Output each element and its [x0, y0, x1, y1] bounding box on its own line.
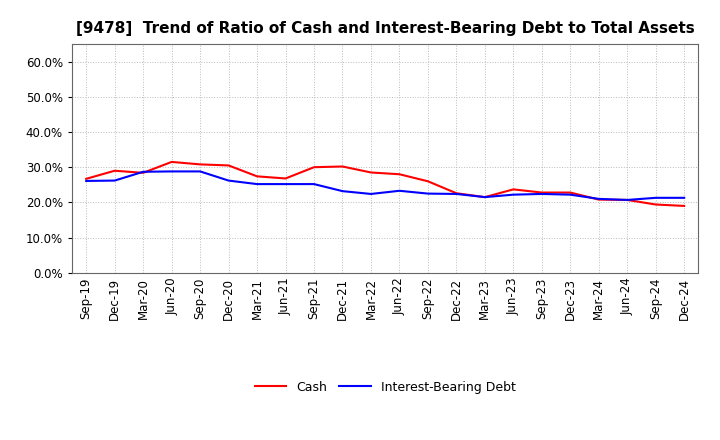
- Cash: [338, 164, 347, 169]
- Cash: [623, 197, 631, 202]
- Interest-Bearing Debt: [680, 195, 688, 201]
- Cash: [167, 159, 176, 165]
- Cash: [366, 170, 375, 175]
- Interest-Bearing Debt: [595, 196, 603, 202]
- Interest-Bearing Debt: [225, 178, 233, 183]
- Legend: Cash, Interest-Bearing Debt: Cash, Interest-Bearing Debt: [250, 376, 521, 399]
- Interest-Bearing Debt: [110, 178, 119, 183]
- Cash: [139, 170, 148, 176]
- Cash: [196, 162, 204, 167]
- Interest-Bearing Debt: [338, 188, 347, 194]
- Interest-Bearing Debt: [423, 191, 432, 196]
- Cash: [423, 179, 432, 184]
- Interest-Bearing Debt: [167, 169, 176, 174]
- Line: Interest-Bearing Debt: Interest-Bearing Debt: [86, 172, 684, 200]
- Title: [9478]  Trend of Ratio of Cash and Interest-Bearing Debt to Total Assets: [9478] Trend of Ratio of Cash and Intere…: [76, 21, 695, 36]
- Interest-Bearing Debt: [509, 192, 518, 197]
- Interest-Bearing Debt: [395, 188, 404, 194]
- Interest-Bearing Debt: [196, 169, 204, 174]
- Cash: [652, 202, 660, 207]
- Cash: [310, 165, 318, 170]
- Interest-Bearing Debt: [282, 181, 290, 187]
- Cash: [680, 203, 688, 209]
- Interest-Bearing Debt: [139, 169, 148, 174]
- Interest-Bearing Debt: [366, 191, 375, 197]
- Interest-Bearing Debt: [537, 191, 546, 197]
- Cash: [595, 197, 603, 202]
- Cash: [452, 191, 461, 196]
- Interest-Bearing Debt: [652, 195, 660, 201]
- Cash: [395, 172, 404, 177]
- Cash: [566, 190, 575, 195]
- Line: Cash: Cash: [86, 162, 684, 206]
- Cash: [509, 187, 518, 192]
- Cash: [110, 168, 119, 173]
- Cash: [537, 190, 546, 195]
- Interest-Bearing Debt: [82, 178, 91, 183]
- Interest-Bearing Debt: [452, 191, 461, 197]
- Cash: [282, 176, 290, 181]
- Interest-Bearing Debt: [253, 181, 261, 187]
- Cash: [480, 194, 489, 200]
- Interest-Bearing Debt: [566, 192, 575, 197]
- Cash: [225, 163, 233, 168]
- Interest-Bearing Debt: [310, 181, 318, 187]
- Cash: [253, 174, 261, 179]
- Interest-Bearing Debt: [623, 197, 631, 202]
- Cash: [82, 176, 91, 181]
- Interest-Bearing Debt: [480, 194, 489, 200]
